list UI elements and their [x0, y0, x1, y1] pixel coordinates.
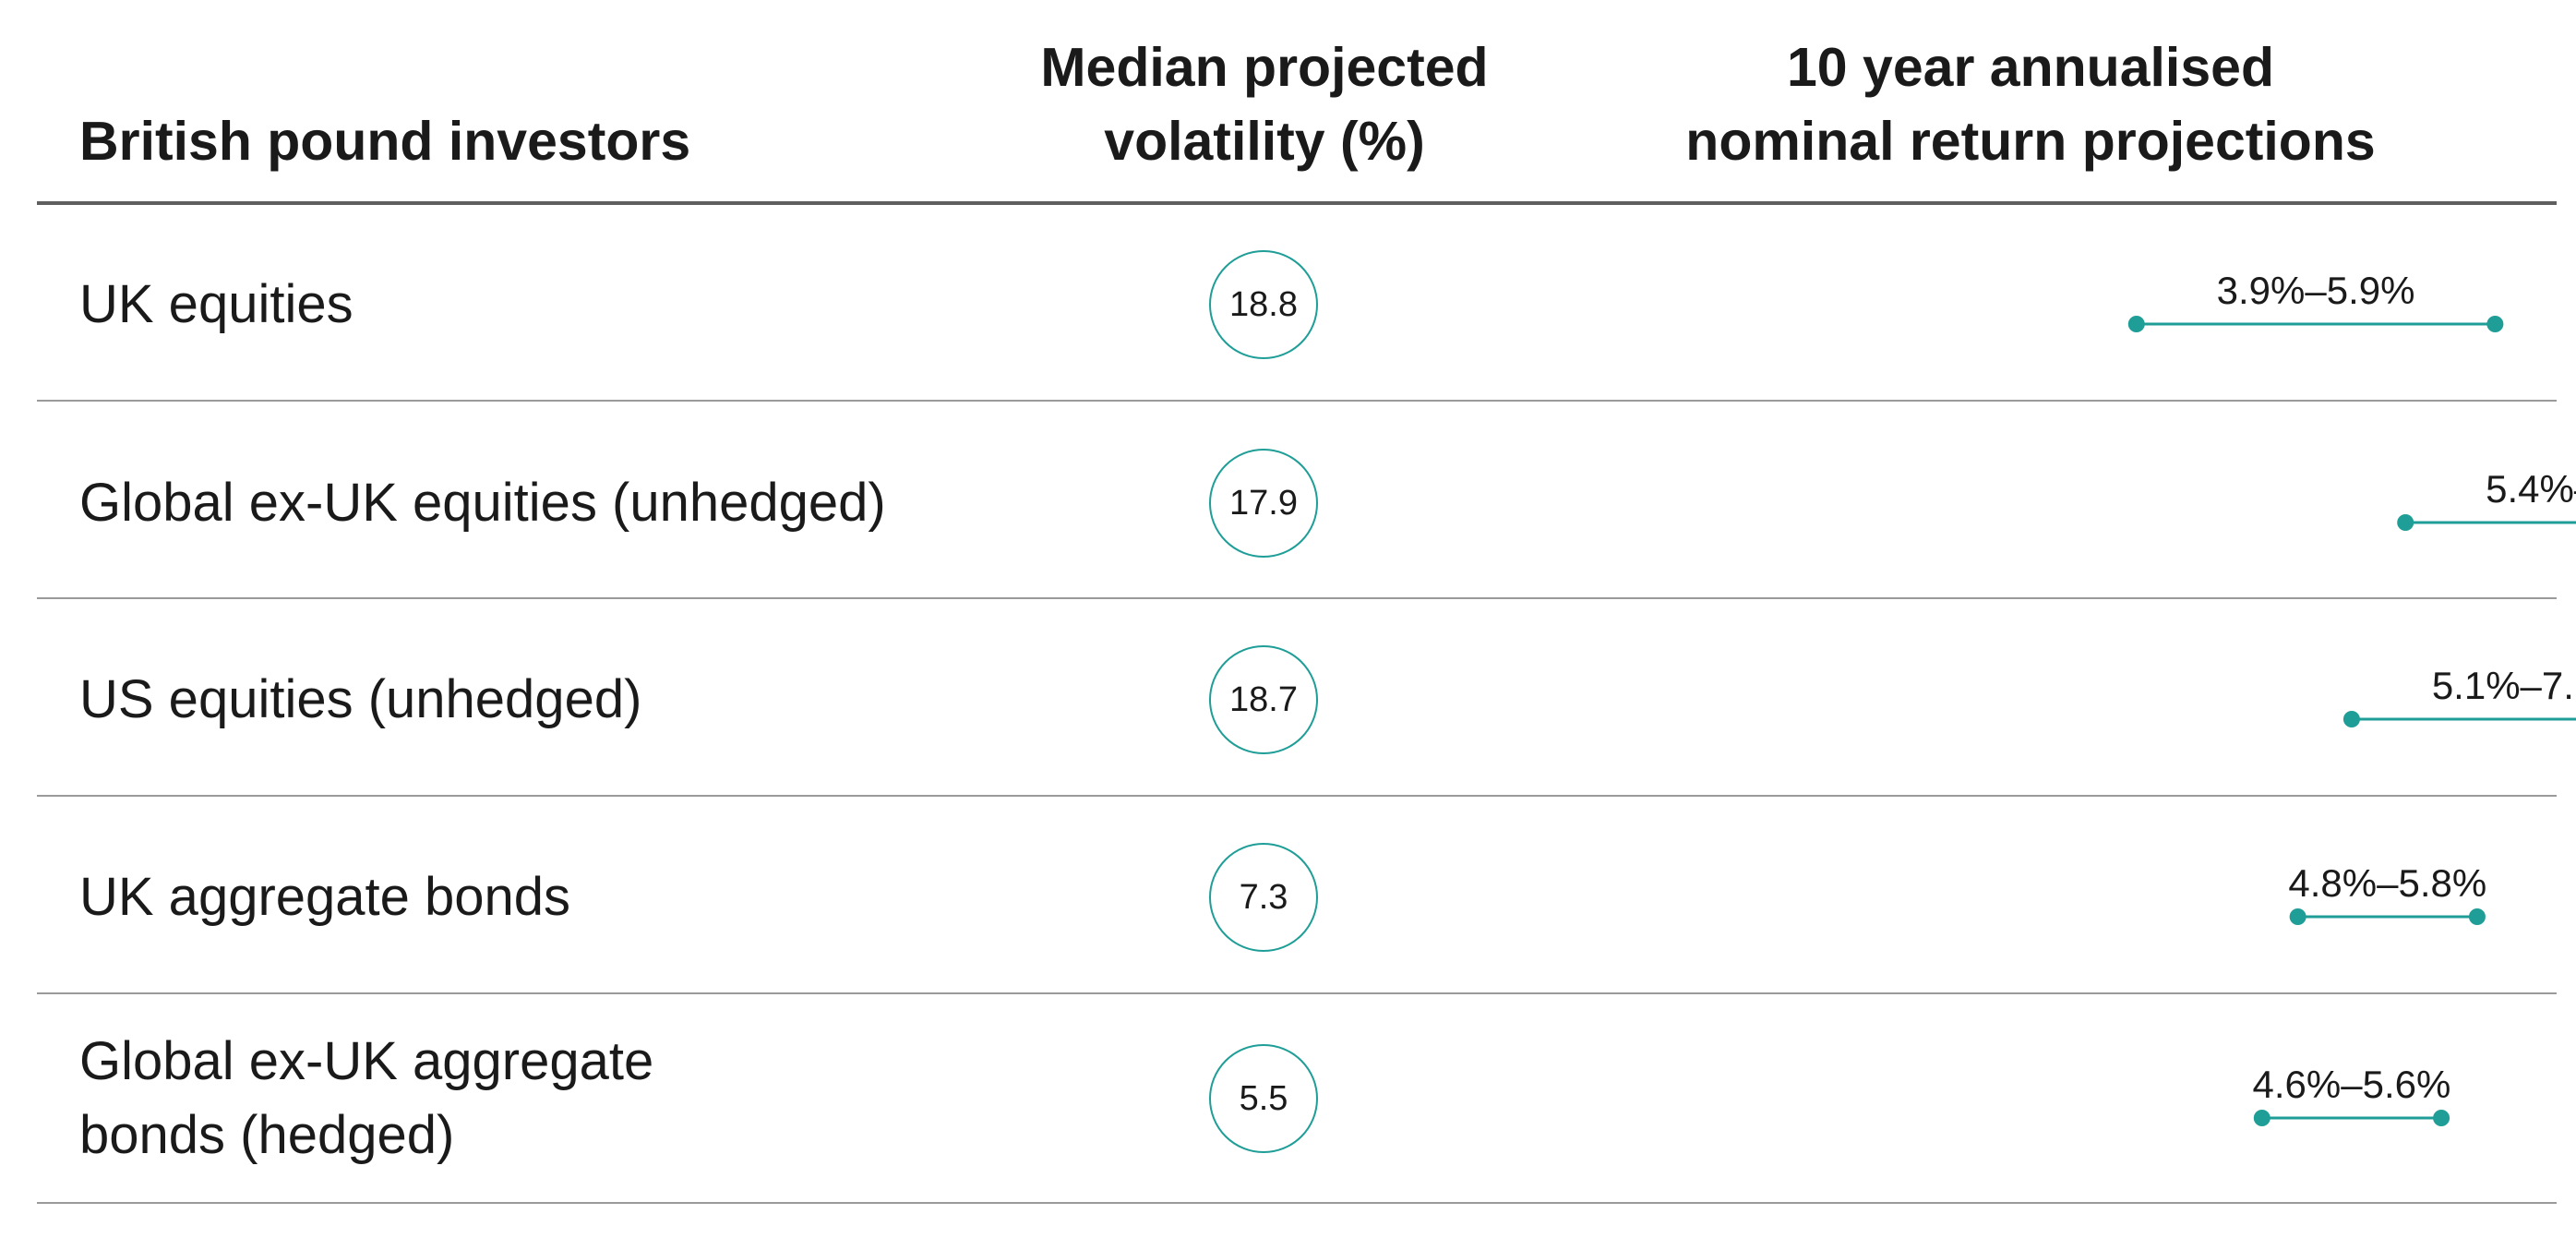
row-label-line: US equities (unhedged) — [79, 669, 642, 729]
row-divider — [37, 992, 2557, 994]
volatility-badge: 18.8 — [1209, 250, 1318, 359]
row-divider — [37, 1202, 2557, 1204]
return-range-label: 4.8%–5.8% — [2288, 861, 2486, 905]
row-label-line: Global ex-UK aggregate — [79, 1031, 654, 1091]
header-divider — [37, 201, 2557, 205]
column-header-investors: British pound investors — [79, 111, 691, 172]
volatility-badge: 7.3 — [1209, 843, 1318, 952]
row-label-line: bonds (hedged) — [79, 1105, 455, 1165]
return-high-point — [2486, 316, 2504, 332]
return-range-label: 5.1%–7.1% — [2432, 664, 2576, 707]
return-range-label: 5.4%–7.4% — [2486, 467, 2576, 511]
row-label: UK aggregate bonds — [79, 860, 570, 934]
volatility-badge: 5.5 — [1209, 1044, 1318, 1153]
return-low-point — [2127, 316, 2145, 332]
column-header-volatility-line1: Median projected — [1040, 37, 1489, 98]
row-label: US equities (unhedged) — [79, 663, 641, 737]
return-low-point — [2397, 514, 2414, 531]
return-low-point — [2342, 711, 2360, 727]
row-label: Global ex-UK aggregate bonds (hedged) — [79, 1025, 653, 1172]
return-low-point — [2289, 908, 2306, 925]
return-high-point — [2433, 1110, 2450, 1126]
column-header-returns-line2: nominal return projections — [1685, 111, 2376, 172]
column-header-volatility: Median projected volatility (%) — [923, 30, 1606, 178]
return-range-label: 3.9%–5.9% — [2217, 269, 2415, 312]
row-label: Global ex-UK equities (unhedged) — [79, 466, 886, 540]
row-label-line: UK aggregate bonds — [79, 867, 571, 927]
return-range-label: 4.6%–5.6% — [2253, 1063, 2451, 1106]
return-high-point — [2468, 908, 2486, 925]
column-header-returns-line1: 10 year annualised — [1786, 37, 2274, 98]
row-label-line: UK equities — [79, 274, 353, 334]
volatility-badge: 17.9 — [1209, 449, 1318, 558]
return-low-point — [2253, 1110, 2270, 1126]
row-label: UK equities — [79, 268, 353, 342]
column-header-returns: 10 year annualised nominal return projec… — [1624, 30, 2437, 178]
column-header-volatility-line2: volatility (%) — [1104, 111, 1425, 172]
row-divider — [37, 597, 2557, 599]
row-divider — [37, 795, 2557, 797]
row-label-line: Global ex-UK equities (unhedged) — [79, 473, 886, 533]
volatility-badge: 18.7 — [1209, 645, 1318, 754]
row-divider — [37, 400, 2557, 402]
